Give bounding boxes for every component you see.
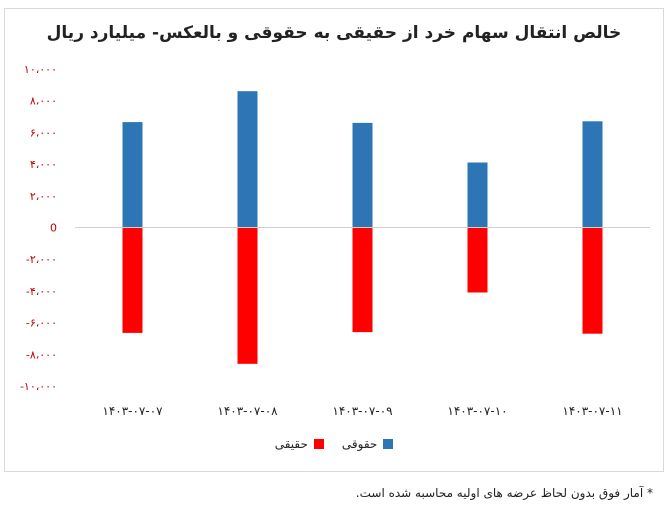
bar-hoghooghi-4 bbox=[467, 162, 488, 228]
y-tick-label: ۶،۰۰۰ bbox=[30, 126, 57, 139]
y-tick-label: -۶،۰۰۰ bbox=[26, 317, 57, 330]
y-tick-label: 0 bbox=[50, 222, 57, 235]
legend-item-hoghooghi: حقوقی bbox=[341, 437, 394, 451]
legend: حقیقی حقوقی bbox=[5, 437, 663, 451]
bar-hoghooghi-3 bbox=[352, 122, 373, 228]
legend-item-haghighi: حقیقی bbox=[275, 437, 324, 451]
y-tick-label: ۲،۰۰۰ bbox=[30, 190, 57, 203]
bar-haghighi-1 bbox=[122, 227, 143, 333]
y-tick-label: -۸،۰۰۰ bbox=[26, 348, 57, 361]
y-tick-label: ۸،۰۰۰ bbox=[30, 95, 57, 108]
y-tick-label: -۴،۰۰۰ bbox=[26, 285, 57, 298]
bar-chart: ۱۰،۰۰۰ ۸،۰۰۰ ۶،۰۰۰ ۴،۰۰۰ ۲،۰۰۰ 0 -۲،۰۰۰ -۴،۰۰۰ -… bbox=[20, 63, 650, 418]
legend-swatch-haghighi bbox=[313, 439, 324, 449]
x-tick-label: ۱۴۰۳-۰۷-۰۷ bbox=[102, 404, 163, 418]
chart-title: خالص انتقال سهام خرد از حقیقی به حقوقی و… bbox=[46, 23, 622, 43]
bar-haghighi-2 bbox=[237, 227, 258, 364]
legend-label-hoghooghi: حقوقی bbox=[341, 437, 378, 451]
bar-hoghooghi-2 bbox=[237, 91, 258, 228]
x-tick-label: ۱۴۰۳-۰۷-۱۱ bbox=[562, 404, 622, 418]
bar-hoghooghi-1 bbox=[122, 122, 143, 228]
legend-label-haghighi: حقیقی bbox=[274, 437, 308, 451]
footnote: * آمار فوق بدون لحاظ عرضه های اولیه محاس… bbox=[355, 486, 653, 500]
x-tick-label: ۱۴۰۳-۰۷-۱۰ bbox=[447, 404, 507, 418]
bar-haghighi-5 bbox=[582, 227, 603, 334]
bar-haghighi-4 bbox=[467, 227, 488, 293]
bar-haghighi-3 bbox=[352, 227, 373, 333]
bar-hoghooghi-5 bbox=[582, 121, 603, 228]
legend-swatch-hoghooghi bbox=[383, 439, 394, 449]
x-tick-label: ۱۴۰۳-۰۷-۰۸ bbox=[217, 404, 278, 418]
y-tick-label: -۱۰،۰۰۰ bbox=[20, 380, 57, 393]
y-tick-label: ۱۰،۰۰۰ bbox=[24, 63, 57, 76]
chart-frame: خالص انتقال سهام خرد از حقیقی به حقوقی و… bbox=[4, 8, 664, 472]
y-tick-label: -۲،۰۰۰ bbox=[26, 253, 57, 266]
y-tick-label: ۴،۰۰۰ bbox=[30, 158, 57, 171]
x-tick-label: ۱۴۰۳-۰۷-۰۹ bbox=[332, 404, 392, 418]
